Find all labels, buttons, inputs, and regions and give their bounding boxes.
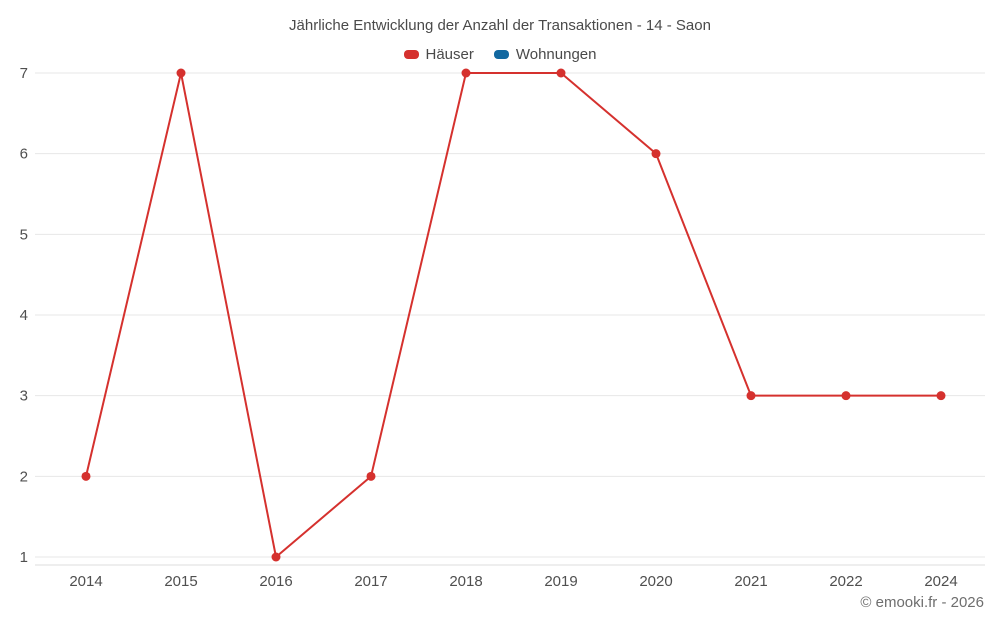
data-point[interactable] [841,391,851,401]
chart-legend: Häuser Wohnungen [0,46,1000,63]
data-point[interactable] [461,68,471,78]
y-tick-label: 3 [20,388,28,405]
chart-title: Jährliche Entwicklung der Anzahl der Tra… [289,17,711,34]
legend-swatch-wohnungen [493,50,509,59]
x-tick-label: 2024 [924,573,957,590]
data-point[interactable] [271,552,281,562]
x-tick-label: 2020 [639,573,672,590]
legend-label-wohnungen: Wohnungen [515,46,597,63]
x-tick-label: 2019 [544,573,577,590]
data-point[interactable] [556,68,566,78]
y-tick-label: 7 [20,65,28,82]
data-point[interactable] [936,391,946,401]
legend-item-wohnungen[interactable]: Wohnungen [493,46,597,63]
y-tick-label: 6 [20,146,28,163]
data-point[interactable] [366,471,376,481]
y-tick-label: 2 [20,468,28,485]
x-tick-label: 2022 [829,573,862,590]
x-tick-label: 2014 [69,573,102,590]
y-tick-label: 1 [20,549,28,566]
x-tick-label: 2015 [164,573,197,590]
copyright-text: © emooki.fr - 2026 [860,594,984,611]
data-point[interactable] [81,471,91,481]
y-tick-label: 5 [20,226,28,243]
x-tick-label: 2016 [259,573,292,590]
legend-label-haeuser: Häuser [425,46,474,63]
x-tick-label: 2018 [449,573,482,590]
x-tick-label: 2021 [734,573,767,590]
legend-swatch-haeuser [403,50,419,59]
legend-item-haeuser[interactable]: Häuser [403,46,474,63]
y-tick-label: 4 [20,307,28,324]
data-point[interactable] [176,68,186,78]
x-tick-label: 2017 [354,573,387,590]
data-point[interactable] [651,149,661,159]
series-line-häuser [85,72,942,558]
data-point[interactable] [746,391,756,401]
